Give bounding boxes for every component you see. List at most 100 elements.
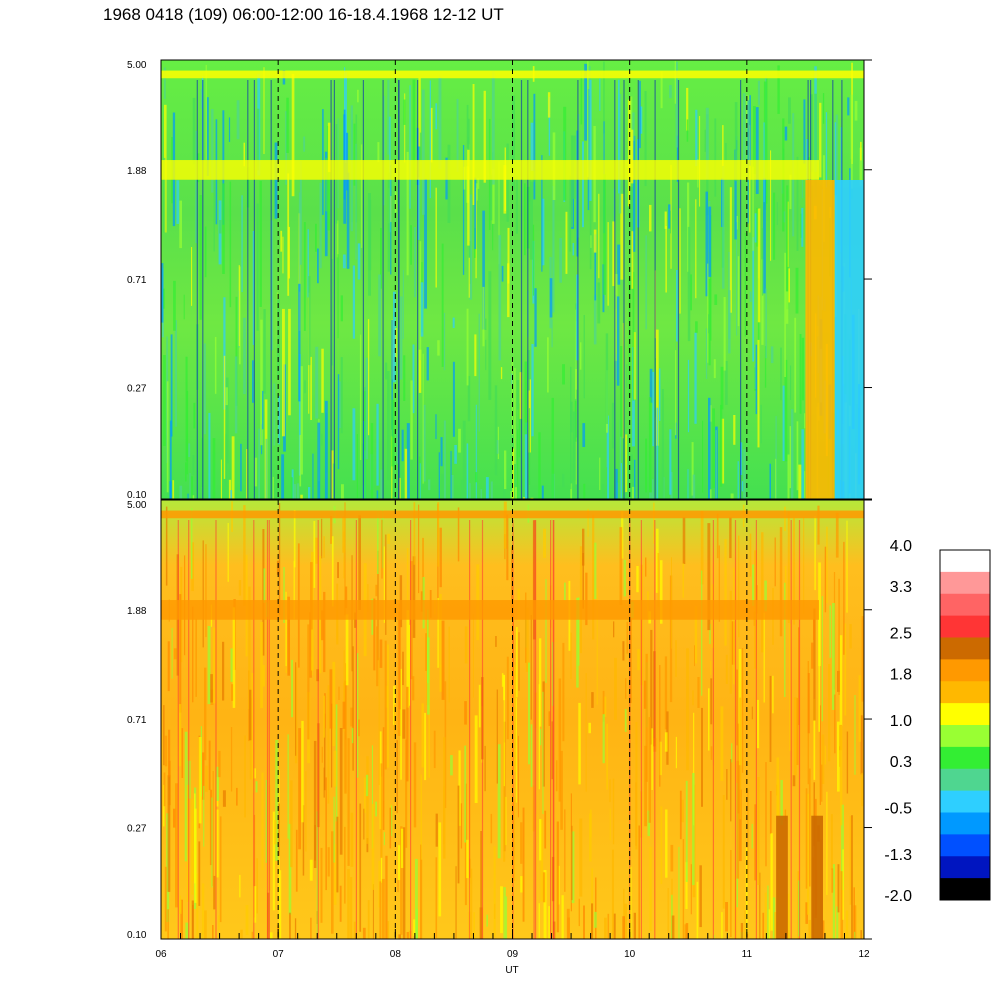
- texture-stripe: [832, 864, 835, 939]
- texture-stripe: [203, 785, 205, 847]
- texture-stripe: [216, 809, 219, 878]
- texture-stripe: [660, 560, 663, 624]
- texture-stripe: [467, 149, 470, 246]
- texture-line: [253, 520, 255, 939]
- texture-stripe: [191, 247, 193, 306]
- texture-stripe: [603, 174, 606, 295]
- band-top: [161, 510, 864, 519]
- texture-stripe: [764, 892, 767, 939]
- texture-stripe: [545, 579, 547, 683]
- texture-stripe: [757, 777, 760, 885]
- texture-stripe: [277, 299, 280, 379]
- texture-stripe: [743, 449, 746, 499]
- texture-stripe: [655, 329, 659, 446]
- texture-stripe: [365, 774, 369, 797]
- texture-stripe: [244, 735, 246, 818]
- texture-stripe: [733, 567, 735, 685]
- texture-line: [268, 520, 270, 939]
- texture-stripe: [714, 294, 718, 305]
- colorbar-swatch: [940, 681, 990, 704]
- texture-stripe: [435, 414, 437, 440]
- texture-stripe: [310, 356, 312, 420]
- texture-stripe: [441, 620, 445, 700]
- x-tick-label: 07: [273, 949, 285, 960]
- texture-stripe: [317, 422, 321, 499]
- texture-stripe: [310, 917, 312, 939]
- texture-stripe: [308, 276, 311, 366]
- texture-stripe: [163, 288, 165, 309]
- texture-stripe: [739, 697, 742, 820]
- texture-stripe: [542, 872, 546, 903]
- texture-stripe: [813, 699, 816, 780]
- texture-stripe: [412, 556, 416, 638]
- texture-stripe: [755, 344, 758, 415]
- texture-stripe: [236, 787, 238, 806]
- texture-stripe: [518, 403, 520, 458]
- feature-column: [805, 180, 835, 499]
- texture-stripe: [523, 497, 525, 499]
- texture-stripe: [336, 615, 339, 645]
- texture-stripe: [636, 566, 639, 593]
- texture-stripe: [840, 725, 843, 826]
- texture-line: [740, 80, 742, 499]
- texture-stripe: [204, 910, 207, 939]
- colorbar-swatch: [940, 834, 990, 857]
- texture-stripe: [207, 626, 211, 705]
- texture-line: [637, 80, 639, 499]
- texture-stripe: [580, 71, 583, 125]
- texture-stripe: [841, 804, 844, 890]
- texture-stripe: [352, 646, 354, 771]
- texture-stripe: [202, 540, 204, 648]
- texture-stripe: [420, 282, 424, 337]
- texture-stripe: [860, 141, 862, 161]
- texture-stripe: [404, 448, 408, 499]
- texture-stripe: [687, 469, 689, 499]
- texture-stripe: [664, 732, 668, 752]
- texture-stripe: [404, 93, 406, 163]
- texture-line: [527, 80, 529, 499]
- texture-stripe: [331, 450, 334, 499]
- texture-stripe: [239, 266, 241, 365]
- texture-stripe: [787, 511, 790, 623]
- texture-stripe: [506, 656, 509, 740]
- texture-stripe: [804, 428, 806, 472]
- texture-stripe: [269, 932, 273, 939]
- texture-stripe: [694, 606, 698, 664]
- texture-stripe: [847, 97, 850, 116]
- texture-stripe: [439, 594, 442, 668]
- texture-stripe: [525, 607, 529, 672]
- texture-stripe: [375, 801, 377, 817]
- texture-stripe: [612, 778, 615, 845]
- texture-stripe: [801, 207, 804, 247]
- texture-stripe: [424, 179, 427, 309]
- texture-stripe: [243, 317, 246, 395]
- texture-stripe: [708, 206, 712, 277]
- texture-stripe: [475, 183, 478, 201]
- texture-stripe: [571, 831, 575, 904]
- texture-stripe: [256, 858, 258, 914]
- texture-stripe: [558, 678, 562, 802]
- texture-stripe: [820, 764, 823, 802]
- texture-stripe: [515, 176, 518, 234]
- texture-stripe: [725, 654, 728, 684]
- texture-stripe: [664, 656, 668, 730]
- texture-stripe: [170, 334, 173, 437]
- texture-stripe: [611, 849, 614, 939]
- texture-stripe: [682, 563, 684, 598]
- texture-stripe: [469, 483, 471, 499]
- texture-stripe: [350, 707, 354, 727]
- texture-stripe: [861, 772, 864, 807]
- texture-stripe: [208, 740, 211, 791]
- texture-stripe: [710, 678, 713, 725]
- texture-stripe: [784, 359, 788, 462]
- texture-stripe: [756, 699, 760, 749]
- texture-stripe: [406, 610, 409, 708]
- texture-stripe: [787, 454, 790, 499]
- texture-stripe: [761, 532, 764, 653]
- texture-stripe: [669, 429, 672, 495]
- texture-stripe: [570, 366, 572, 490]
- texture-stripe: [622, 323, 624, 439]
- texture-stripe: [617, 244, 621, 285]
- texture-stripe: [571, 825, 573, 901]
- texture-stripe: [664, 211, 667, 229]
